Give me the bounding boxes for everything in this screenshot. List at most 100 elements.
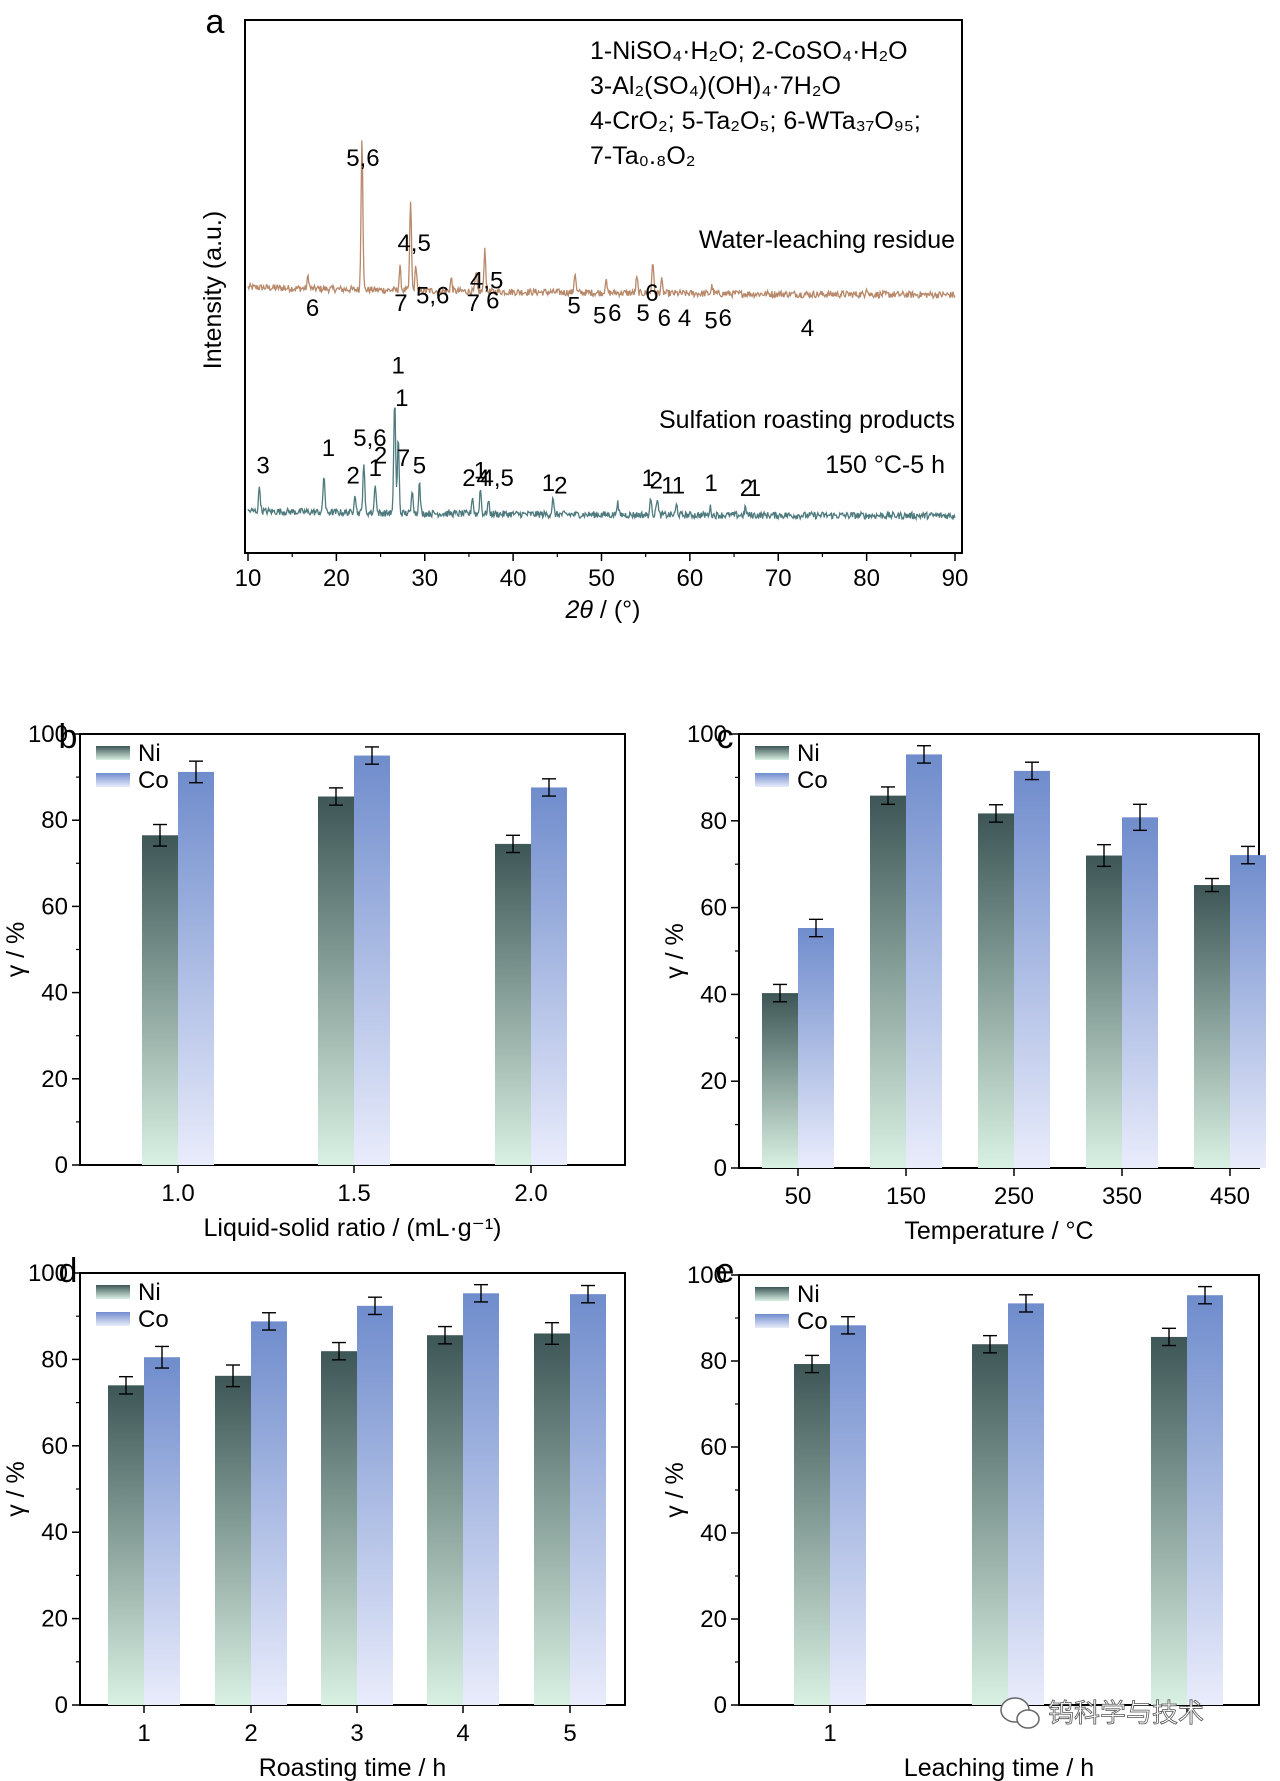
bar-y-tick-label: 60: [700, 895, 727, 922]
bar-panel-b: b 0 20 40 60 80 100 γ / % 1.0 1.5 2.0 Liquid-solid …: [2, 718, 626, 1242]
xrd-x-tick-label: 40: [500, 565, 527, 592]
xrd-x-tick-label: 90: [942, 565, 969, 592]
legend-label-co: Co: [138, 1306, 169, 1333]
bar-x-tick-label: 4: [456, 1720, 469, 1747]
bar-panel-c: c 0 20 40 60 80 100 γ / % 50 150 250 350 450 Temperat…: [661, 718, 1266, 1245]
xrd-peak-label: 1: [642, 465, 655, 492]
bar-co: [1187, 1295, 1223, 1705]
bar-co: [463, 1293, 499, 1705]
bar-ni: [495, 843, 531, 1165]
bar-ni: [108, 1385, 144, 1705]
xrd-peak-label: 4: [801, 315, 814, 342]
xrd-phase-legend-line: 3-Al₂(SO₄)(OH)₄·7H₂O: [590, 72, 841, 100]
xrd-phase-legend-line: 1-NiSO₄·H₂O; 2-CoSO₄·H₂O: [590, 37, 908, 65]
xrd-x-tick-label: 70: [765, 565, 792, 592]
xrd-plot-frame: [244, 19, 963, 554]
bar-y-axis-title: γ / %: [2, 1461, 30, 1517]
bar-x-tick-label: 250: [994, 1183, 1034, 1210]
xrd-phase-legend-line: 7-Ta₀.₈O₂: [590, 142, 695, 170]
xrd-x-tick-label: 50: [588, 565, 615, 592]
bar-x-tick-label: 450: [1210, 1183, 1250, 1210]
xrd-x-tick-label: 20: [323, 565, 350, 592]
xrd-peak-label: 5: [567, 293, 580, 320]
bar-ni: [1194, 885, 1230, 1168]
bar-co: [830, 1325, 866, 1705]
xrd-peak-label: 2: [740, 475, 753, 502]
legend-swatch-ni: [96, 746, 130, 760]
watermark-text: 钨科学与技术: [1048, 1699, 1204, 1729]
xrd-panel: a 10 20 30 40 50 60 70 80 90 2θ / (°) Intensity (a.…: [199, 3, 968, 624]
bar-x-axis-title: Liquid-solid ratio / (mL·g⁻¹): [203, 1214, 501, 1242]
xrd-phase-legend-line: 4-CrO₂; 5-Ta₂O₅; 6-WTa₃₇O₉₅;: [590, 107, 921, 135]
bar-ni: [142, 835, 178, 1165]
legend-swatch-co: [755, 1314, 789, 1328]
bar-y-tick-label: 20: [700, 1606, 727, 1633]
bar-y-tick-label: 80: [41, 807, 68, 834]
xrd-peak-label: 5,6: [346, 145, 379, 172]
bar-co: [357, 1305, 393, 1705]
bar-x-tick-label: 350: [1102, 1183, 1142, 1210]
bar-y-tick-label: 20: [700, 1068, 727, 1095]
bar-y-axis-title: γ / %: [2, 922, 30, 978]
bar-ni: [534, 1333, 570, 1705]
bar-ni: [427, 1335, 463, 1705]
xrd-x-axis-unit: / (°): [593, 596, 641, 624]
xrd-peak-label: 1: [661, 473, 674, 500]
bar-y-tick-label: 20: [41, 1606, 68, 1633]
bar-y-tick-label: 80: [700, 808, 727, 835]
bar-x-axis-title: Temperature / °C: [904, 1217, 1093, 1245]
wechat-icon: [1000, 1697, 1040, 1729]
legend-label-co: Co: [797, 1308, 828, 1335]
bar-co: [1122, 817, 1158, 1168]
bar-y-tick-label: 40: [700, 1520, 727, 1547]
xrd-x-tick-label: 80: [853, 565, 880, 592]
bar-co: [798, 927, 834, 1168]
bar-ni: [762, 993, 798, 1168]
xrd-peak-label: 4,5: [397, 230, 430, 257]
bar-co: [251, 1321, 287, 1705]
bar-co: [906, 754, 942, 1168]
xrd-peak-label: 1: [748, 475, 761, 502]
xrd-peak-label: 1: [392, 353, 405, 380]
panel-label-d: d: [59, 1252, 78, 1290]
xrd-roast-condition-label: 150 °C-5 h: [825, 451, 945, 479]
panel-label-a: a: [206, 3, 225, 41]
xrd-peak-label: 4,5: [481, 465, 514, 492]
panel-label-e: e: [716, 1252, 735, 1290]
bar-x-axis-title: Roasting time / h: [259, 1754, 447, 1781]
bar-y-tick-label: 0: [714, 1692, 727, 1719]
bar-y-tick-label: 40: [700, 981, 727, 1008]
bar-co: [1230, 855, 1266, 1168]
bar-x-tick-label: 2: [244, 1720, 257, 1747]
xrd-roast-label: Sulfation roasting products: [659, 406, 955, 434]
bar-co: [1008, 1303, 1044, 1705]
xrd-peak-label: 5,6: [416, 283, 449, 310]
xrd-peak-label: 5: [413, 453, 426, 480]
xrd-peak-label: 6: [719, 305, 732, 332]
xrd-peak-label: 6: [658, 305, 671, 332]
bar-ni: [321, 1351, 357, 1705]
bar-y-tick-label: 60: [41, 893, 68, 920]
legend-swatch-ni: [755, 1287, 789, 1301]
bar-y-tick-label: 100: [28, 1260, 68, 1287]
xrd-peak-label: 1: [395, 385, 408, 412]
watermark: 钨科学与技术: [1000, 1697, 1204, 1729]
xrd-peak-label: 5: [704, 308, 717, 335]
xrd-x-tick-label: 60: [677, 565, 704, 592]
xrd-peak-label: 5,6: [353, 425, 386, 452]
xrd-peak-label: 1: [542, 470, 555, 497]
bar-y-tick-label: 0: [55, 1152, 68, 1179]
panel-label-b: b: [59, 718, 78, 756]
bar-y-tick-label: 40: [41, 980, 68, 1007]
xrd-peak-label: 7: [467, 290, 480, 317]
bar-y-tick-label: 20: [41, 1066, 68, 1093]
bar-x-tick-label: 1: [823, 1720, 836, 1747]
bar-y-tick-label: 60: [700, 1434, 727, 1461]
bar-co: [178, 771, 214, 1165]
bar-x-tick-label: 5: [563, 1720, 576, 1747]
bar-y-axis-title: γ / %: [661, 1462, 689, 1518]
xrd-x-tick-label: 10: [235, 565, 262, 592]
